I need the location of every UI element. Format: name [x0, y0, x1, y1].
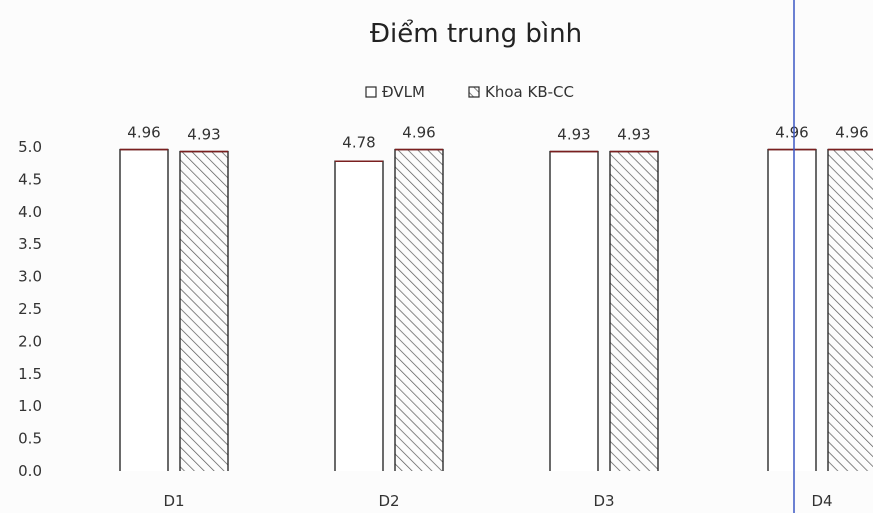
y-tick-label: 4.5 [18, 170, 42, 188]
y-axis: 0.0 0.5 1.0 1.5 2.0 2.5 3.0 3.5 4.0 4.5 5.0 [18, 138, 42, 480]
bar-fill-empty [335, 161, 383, 472]
y-tick-label: 0.5 [18, 430, 42, 448]
x-category-label: D2 [378, 492, 399, 510]
legend-swatch [468, 86, 480, 98]
data-label: 4.96 [127, 124, 160, 142]
legend-swatch [365, 86, 377, 98]
y-tick-label: 2.5 [18, 300, 42, 318]
bar-fill-empty [550, 151, 598, 471]
y-tick-label: 3.0 [18, 268, 42, 286]
x-category-label: D4 [811, 492, 832, 510]
x-category-label: D3 [593, 492, 614, 510]
bar-fill-empty [120, 149, 168, 472]
legend-label: Khoa KB-CC [485, 83, 574, 101]
data-label: 4.96 [402, 124, 435, 142]
bar-fill-hatched [395, 149, 443, 472]
bar-fill-hatched [610, 151, 658, 471]
y-tick-label: 1.0 [18, 397, 42, 415]
y-tick-label: 0.0 [18, 462, 42, 480]
x-axis: D1 D2 D3 D4 [163, 492, 832, 510]
y-tick-label: 3.5 [18, 235, 42, 253]
data-label: 4.93 [187, 126, 220, 144]
y-tick-label: 1.5 [18, 365, 42, 383]
data-label: 4.93 [617, 126, 650, 144]
y-tick-label: 2.0 [18, 332, 42, 350]
data-labels-group: 4.96 4.93 4.78 4.96 4.93 4.93 4.96 4.96 [127, 124, 868, 152]
chart-title: Điểm trung bình [370, 18, 582, 49]
bar-fill-hatched [180, 151, 228, 471]
bar-fill-empty [768, 149, 816, 472]
y-tick-label: 4.0 [18, 203, 42, 221]
data-label: 4.78 [342, 133, 375, 151]
x-category-label: D1 [163, 492, 184, 510]
y-tick-label: 5.0 [18, 138, 42, 156]
bar-fill-hatched [828, 149, 873, 472]
data-label: 4.93 [557, 126, 590, 144]
data-label: 4.96 [775, 124, 808, 142]
bars-group [119, 148, 873, 472]
legend-label: ĐVLM [382, 83, 425, 101]
chart-legend: ĐVLM Khoa KB-CC [365, 83, 574, 101]
data-label: 4.96 [835, 124, 868, 142]
